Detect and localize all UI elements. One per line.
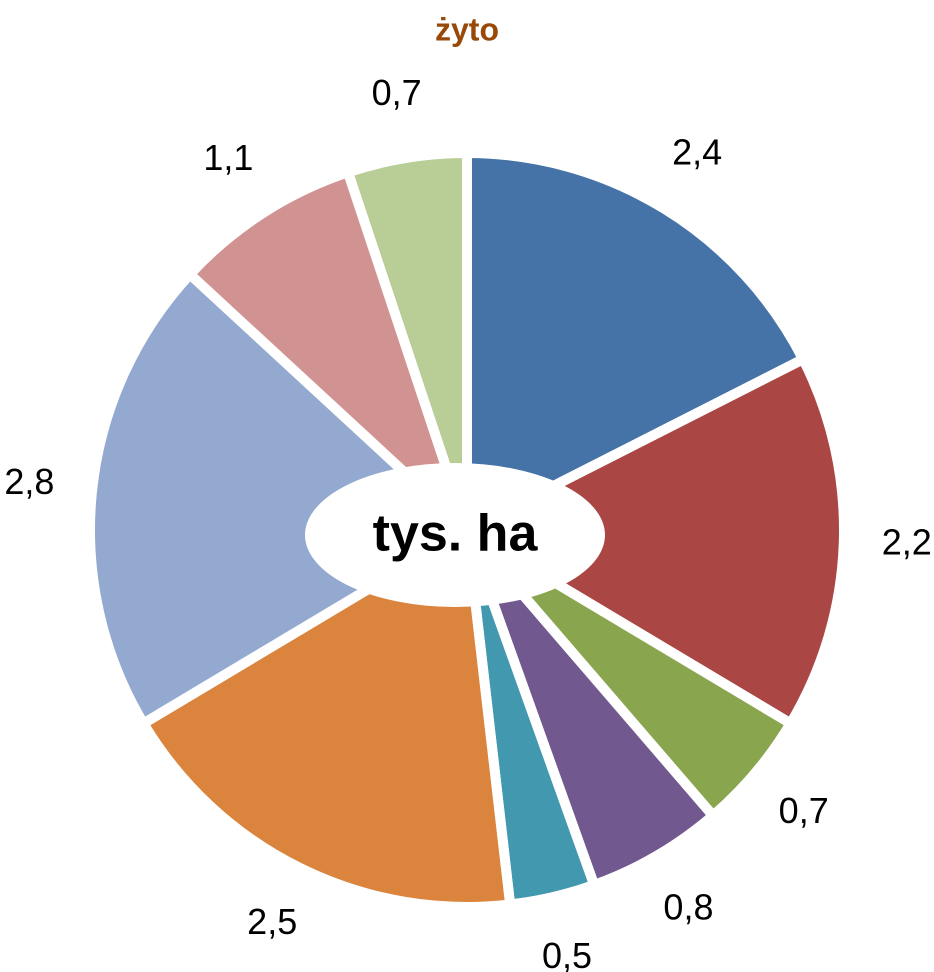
chart-title: żyto xyxy=(435,11,499,47)
slice xyxy=(182,165,472,534)
data-label: 0,8 xyxy=(663,887,713,928)
slice xyxy=(85,267,476,731)
slice xyxy=(462,147,810,539)
slices xyxy=(85,147,849,912)
data-label: 2,4 xyxy=(672,131,722,172)
data-label: 2,5 xyxy=(247,901,297,942)
center-label: tys. ha xyxy=(373,505,539,563)
slice xyxy=(341,147,472,532)
data-label: 0,7 xyxy=(779,790,829,831)
data-label: 0,5 xyxy=(542,935,592,972)
data-label: 2,2 xyxy=(882,522,932,563)
data-label: 2,8 xyxy=(4,461,54,502)
center-ellipse xyxy=(305,463,605,607)
data-label: 1,1 xyxy=(203,137,253,178)
data-label: 0,7 xyxy=(372,72,422,113)
slice xyxy=(456,352,849,731)
slice xyxy=(136,521,516,912)
